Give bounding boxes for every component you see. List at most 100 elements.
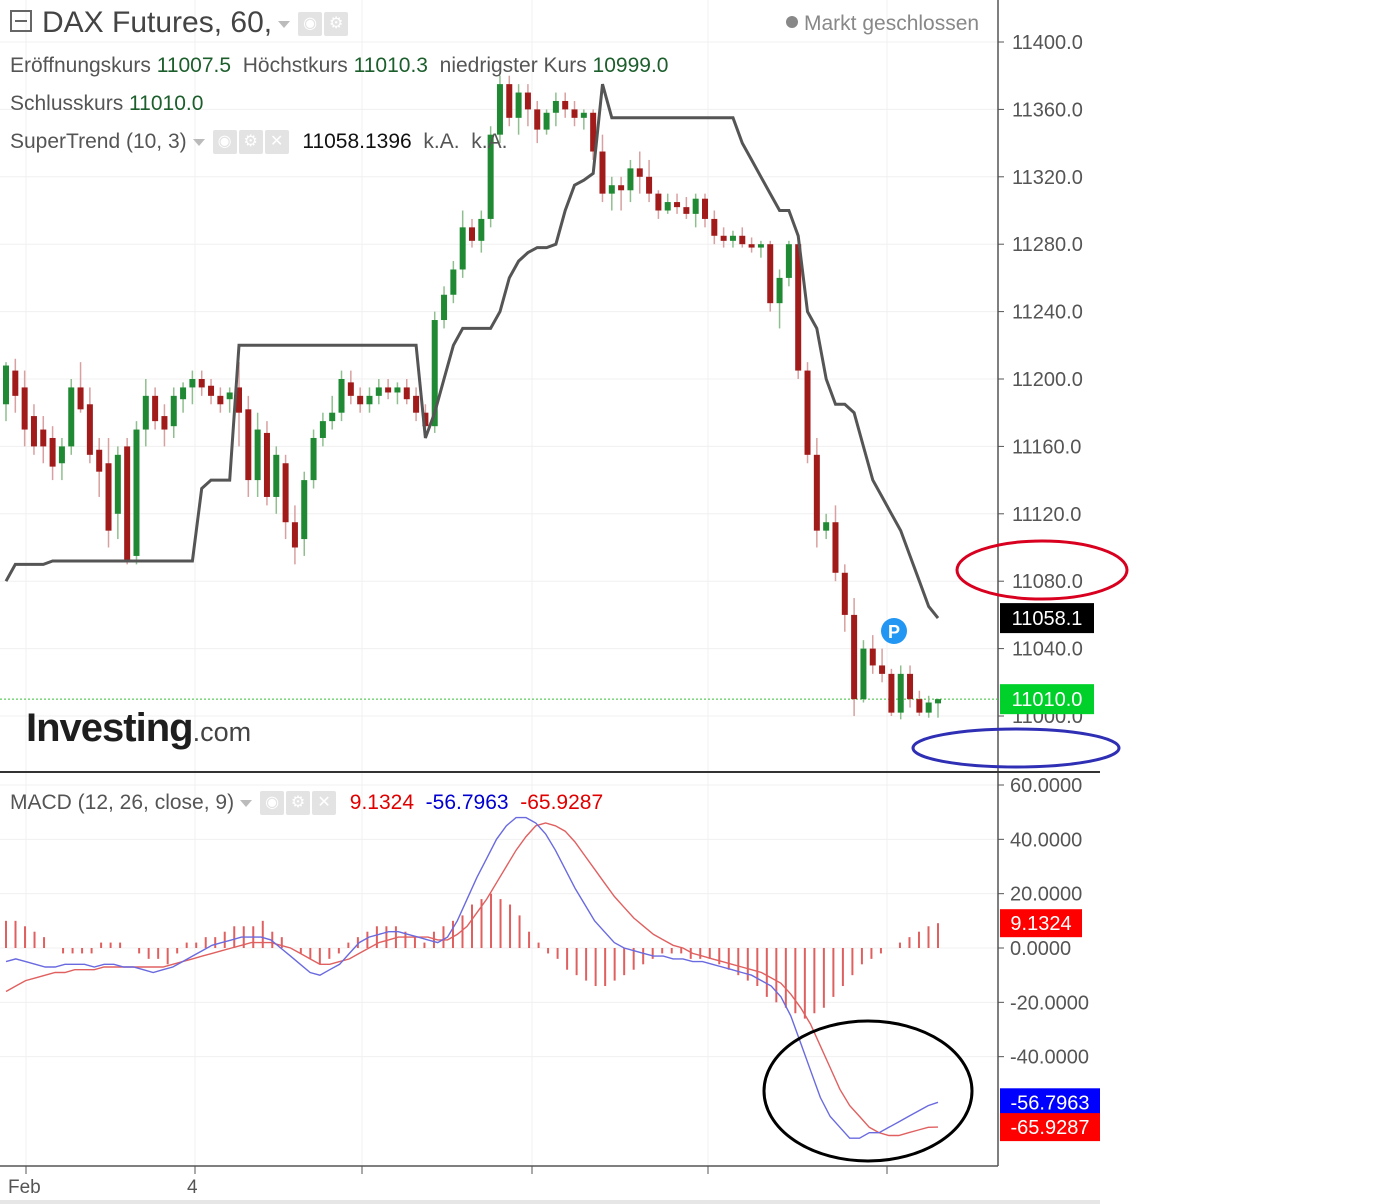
candle-body bbox=[608, 185, 615, 194]
price-tick-label: 11160.0 bbox=[1012, 436, 1081, 458]
price-tick-label: 11080.0 bbox=[1012, 571, 1083, 593]
close-icon[interactable]: ✕ bbox=[312, 791, 337, 816]
candle-body bbox=[552, 100, 559, 113]
macd-legend: MACD (12, 26, close, 9) ◉ ⚙ ✕ 9.1324 -56.79… bbox=[10, 791, 603, 816]
candle-body bbox=[935, 699, 941, 704]
candle-body bbox=[254, 429, 261, 481]
time-tick-label: Feb bbox=[8, 1177, 41, 1198]
annotation-ellipse-blue bbox=[911, 727, 1121, 769]
candle-body bbox=[114, 454, 121, 514]
candle-body bbox=[236, 387, 242, 413]
price-tick-label: 11120.0 bbox=[1012, 504, 1081, 526]
macd-signal-badge bbox=[1000, 1113, 1100, 1142]
close-icon[interactable]: ✕ bbox=[264, 130, 289, 155]
macd-main-line bbox=[5, 816, 939, 1139]
candle-body bbox=[431, 320, 438, 427]
open-label: Eröffnungskurs bbox=[10, 54, 151, 77]
last-price-badge-text: 11010.0 bbox=[1012, 689, 1083, 711]
candle-body bbox=[524, 92, 531, 110]
candle-body bbox=[804, 370, 811, 455]
candle-body bbox=[310, 437, 317, 481]
candle-body bbox=[841, 572, 848, 615]
candle-body bbox=[580, 112, 587, 118]
candle-body bbox=[515, 92, 522, 118]
status-dot-icon bbox=[786, 16, 798, 29]
logo-suffix: .com bbox=[192, 717, 252, 747]
low-value: 10999.0 bbox=[592, 54, 669, 77]
candle-body bbox=[702, 198, 708, 219]
ohlc-legend-row2: Schlusskurs 11010.0 bbox=[10, 92, 203, 116]
macd-hist-value: 9.1324 bbox=[349, 791, 414, 814]
high-value: 11010.3 bbox=[353, 54, 428, 77]
supertrend-label: SuperTrend (10, 3) bbox=[10, 130, 187, 153]
macd-tick-label: 40.0000 bbox=[1010, 829, 1082, 851]
candle-body bbox=[851, 614, 858, 700]
candle-body bbox=[12, 370, 19, 396]
price-tick-label: 11040.0 bbox=[1012, 639, 1083, 661]
eye-icon[interactable]: ◉ bbox=[298, 12, 323, 37]
eye-icon[interactable]: ◉ bbox=[260, 791, 285, 816]
price-tick-label: 11400.0 bbox=[1012, 32, 1083, 54]
chevron-down-icon[interactable] bbox=[278, 20, 291, 28]
candles bbox=[3, 75, 941, 720]
candle-body bbox=[142, 395, 149, 430]
logo-main: Investing bbox=[26, 706, 194, 750]
candle-body bbox=[590, 112, 597, 152]
candle-body bbox=[711, 218, 718, 236]
candle-body bbox=[152, 395, 159, 422]
candle-body bbox=[96, 449, 103, 472]
ohlc-legend-row1: Eröffnungskurs 11007.5 Höchstkurs 11010.… bbox=[10, 54, 668, 78]
grid bbox=[0, 0, 998, 1166]
candle-body bbox=[273, 454, 280, 497]
gear-icon[interactable]: ⚙ bbox=[324, 12, 349, 37]
candle-body bbox=[217, 395, 224, 405]
candle-body bbox=[198, 379, 205, 388]
gear-icon[interactable]: ⚙ bbox=[238, 130, 263, 155]
candle-body bbox=[599, 151, 606, 194]
chevron-down-icon[interactable] bbox=[192, 138, 205, 146]
price-tick-label: 11360.0 bbox=[1012, 99, 1083, 121]
price-tick-label: 11200.0 bbox=[1012, 369, 1083, 391]
candle-body bbox=[68, 387, 75, 447]
price-tick-label: 11280.0 bbox=[1012, 234, 1083, 256]
candle-body bbox=[729, 235, 736, 241]
chevron-down-icon[interactable] bbox=[240, 799, 253, 807]
time-tick-label: 4 bbox=[187, 1177, 198, 1198]
supertrend-value: 11058.1396 bbox=[302, 130, 412, 153]
price-tick-label: 11240.0 bbox=[1012, 302, 1083, 324]
candle-body bbox=[534, 109, 541, 130]
candle-body bbox=[636, 168, 643, 177]
macd-line-value: -56.7963 bbox=[425, 791, 509, 814]
investing-logo: Investing.com bbox=[26, 706, 251, 751]
candle-body bbox=[77, 387, 84, 410]
candle-body bbox=[767, 244, 774, 304]
candle-body bbox=[394, 387, 401, 393]
gear-icon[interactable]: ⚙ bbox=[286, 791, 311, 816]
candle-body bbox=[301, 480, 308, 540]
candle-body bbox=[86, 404, 93, 455]
candle-body bbox=[49, 437, 56, 467]
collapse-icon[interactable] bbox=[10, 10, 32, 33]
candle-body bbox=[105, 463, 112, 531]
candle-body bbox=[785, 244, 792, 278]
macd-hist-badge bbox=[1000, 909, 1082, 938]
candle-body bbox=[385, 387, 392, 393]
candle-body bbox=[562, 100, 569, 110]
candle-body bbox=[832, 522, 839, 573]
candle-body bbox=[133, 429, 140, 556]
candle-body bbox=[664, 202, 671, 211]
candle-body bbox=[674, 202, 681, 208]
close-value: 11010.0 bbox=[129, 92, 204, 115]
candle-body bbox=[692, 198, 699, 214]
candle-body bbox=[506, 84, 513, 118]
candle-body bbox=[161, 416, 168, 430]
eye-icon[interactable]: ◉ bbox=[212, 130, 237, 155]
candle-body bbox=[3, 365, 9, 405]
candle-body bbox=[925, 702, 932, 713]
macd-line-badge bbox=[1000, 1088, 1100, 1117]
candle-body bbox=[347, 382, 354, 396]
low-label: niedrigster Kurs bbox=[439, 54, 587, 77]
supertrend-na-1: k.A. bbox=[423, 130, 460, 153]
candle-body bbox=[543, 112, 550, 130]
candle-body bbox=[58, 446, 65, 464]
